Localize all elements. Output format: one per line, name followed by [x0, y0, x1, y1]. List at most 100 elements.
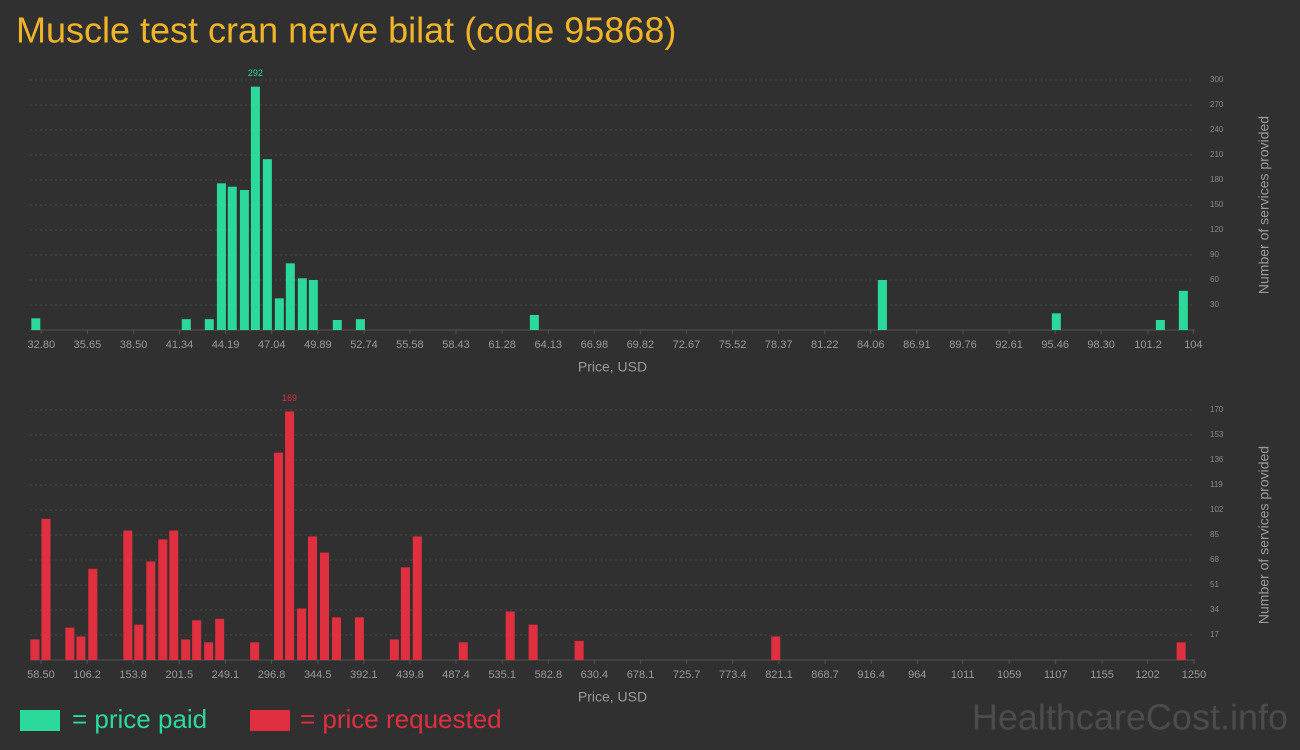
x-tick-label: 916.4 [857, 669, 885, 681]
x-tick-label: 38.50 [120, 339, 148, 351]
x-tick-label: 153.8 [119, 669, 147, 681]
bar [1176, 642, 1186, 660]
x-tick-label: 1107 [1044, 669, 1068, 681]
bar [227, 186, 237, 330]
bar [65, 627, 75, 660]
x-tick-label: 81.22 [811, 339, 839, 351]
x-tick-label: 535.1 [488, 669, 516, 681]
x-tick-label: 35.65 [74, 339, 102, 351]
x-tick-label: 69.82 [627, 339, 655, 351]
bar [134, 624, 144, 660]
x-tick-label: 582.8 [535, 669, 563, 681]
bar [1051, 313, 1061, 330]
bar [307, 536, 317, 660]
x-tick-label: 1011 [951, 669, 975, 681]
data-label: 292 [248, 68, 263, 78]
bar [274, 298, 284, 330]
y-tick-label: 34 [1210, 605, 1219, 614]
y-tick-label: 300 [1210, 75, 1224, 84]
bar [297, 608, 307, 660]
x-tick-label: 104 [1184, 339, 1202, 351]
x-tick-label: 44.19 [212, 339, 240, 351]
x-tick-label: 964 [908, 669, 926, 681]
bar [528, 624, 538, 660]
bar [31, 318, 41, 330]
bar [181, 639, 191, 660]
x-tick-label: 1059 [997, 669, 1021, 681]
bar [877, 280, 887, 330]
bar [355, 319, 365, 330]
bar [354, 617, 364, 660]
x-tick-label: 92.61 [995, 339, 1023, 351]
bar [319, 552, 329, 660]
legend-swatch [20, 710, 60, 731]
legend-label: = price requested [300, 704, 502, 734]
bar [574, 640, 584, 660]
x-tick-label: 52.74 [350, 339, 378, 351]
bar [389, 639, 399, 660]
y-tick-label: 180 [1210, 175, 1224, 184]
x-tick-label: 58.50 [27, 669, 55, 681]
x-tick-label: 58.43 [442, 339, 470, 351]
bar [1155, 320, 1165, 330]
x-axis-label: Price, USD [578, 689, 647, 705]
bar [331, 617, 341, 660]
bar [262, 159, 272, 330]
bar [146, 561, 156, 660]
x-tick-label: 89.76 [949, 339, 977, 351]
x-tick-label: 773.4 [719, 669, 747, 681]
y-tick-label: 90 [1210, 250, 1219, 259]
x-tick-label: 98.30 [1087, 339, 1115, 351]
bar [458, 642, 468, 660]
bar [250, 86, 260, 331]
y-tick-label: 102 [1210, 505, 1224, 514]
bar [158, 539, 168, 660]
x-tick-label: 66.98 [581, 339, 609, 351]
x-axis-label: Price, USD [578, 359, 647, 375]
y-tick-label: 51 [1210, 580, 1219, 589]
bar [308, 280, 318, 330]
x-tick-label: 1250 [1182, 669, 1206, 681]
x-tick-label: 55.58 [396, 339, 424, 351]
x-tick-label: 84.06 [857, 339, 885, 351]
bar [239, 190, 249, 330]
bar [412, 536, 422, 660]
x-tick-label: 868.7 [811, 669, 839, 681]
x-tick-label: 101.2 [1134, 339, 1162, 351]
x-tick-label: 106.2 [73, 669, 101, 681]
page-title: Muscle test cran nerve bilat (code 95868… [16, 10, 676, 51]
x-tick-label: 296.8 [258, 669, 286, 681]
x-tick-label: 392.1 [350, 669, 378, 681]
bar [204, 642, 214, 660]
y-tick-label: 68 [1210, 555, 1219, 564]
bar [204, 319, 214, 330]
bar [332, 320, 342, 330]
y-tick-label: 60 [1210, 275, 1219, 284]
y-tick-label: 85 [1210, 530, 1219, 539]
x-tick-label: 630.4 [581, 669, 609, 681]
x-tick-label: 1202 [1135, 669, 1159, 681]
x-tick-label: 725.7 [673, 669, 701, 681]
bar [76, 636, 86, 660]
legend-swatch [250, 710, 290, 731]
bar [88, 568, 98, 660]
bar [215, 618, 225, 660]
y-tick-label: 210 [1210, 150, 1224, 159]
y-tick-label: 270 [1210, 100, 1224, 109]
x-tick-label: 95.46 [1041, 339, 1069, 351]
x-tick-label: 1155 [1090, 669, 1114, 681]
x-tick-label: 78.37 [765, 339, 793, 351]
x-tick-label: 201.5 [166, 669, 194, 681]
x-tick-label: 61.28 [488, 339, 516, 351]
x-tick-label: 344.5 [304, 669, 332, 681]
x-tick-label: 75.52 [719, 339, 747, 351]
legend-label: = price paid [72, 704, 207, 734]
bar [400, 567, 410, 660]
x-tick-label: 72.67 [673, 339, 701, 351]
x-tick-label: 86.91 [903, 339, 931, 351]
bar [297, 278, 307, 330]
bar [250, 642, 260, 660]
bar [41, 518, 51, 660]
y-tick-label: 170 [1210, 405, 1224, 414]
bar [274, 452, 284, 660]
